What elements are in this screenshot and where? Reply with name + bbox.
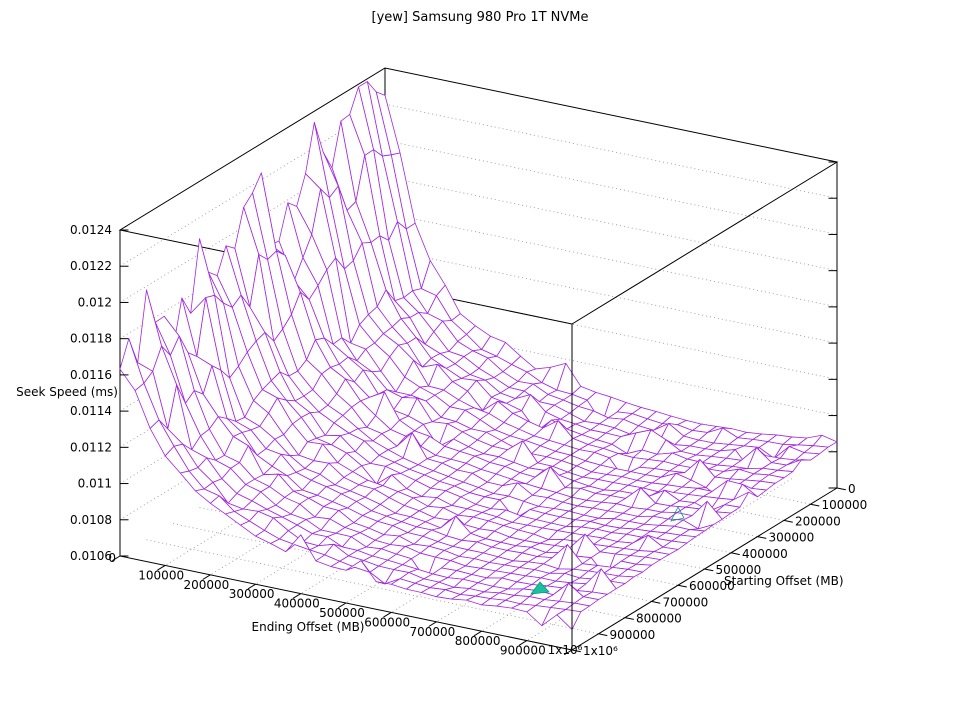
y-tick-label: 600000 <box>689 579 735 593</box>
y-tick-mark <box>836 487 846 491</box>
x-tick-mark <box>338 602 347 609</box>
x-axis-title: Ending Offset (MB) <box>251 620 365 634</box>
y-tick-mark <box>624 617 634 620</box>
z-tick-label: 0.011 <box>78 477 112 491</box>
x-tick-label: 500000 <box>319 606 365 620</box>
y-tick-mark <box>730 552 740 556</box>
z-tick-label: 0.0118 <box>70 332 112 346</box>
x-tick-mark <box>202 574 211 580</box>
x-tick-mark <box>292 593 302 599</box>
x-tick-mark <box>428 621 437 627</box>
y-tick-label: 800000 <box>636 612 682 626</box>
x-tick-mark <box>383 611 392 618</box>
y-tick-label: 0 <box>848 482 856 496</box>
surface-underside-patch <box>670 506 685 522</box>
x-tick-mark <box>157 564 166 571</box>
z-tick-label: 0.0122 <box>70 259 112 273</box>
z-tick-label: 0.0114 <box>70 404 112 418</box>
x-tick-label: 800000 <box>455 634 501 648</box>
y-tick-mark <box>571 649 581 653</box>
wall-grid-line <box>384 248 838 344</box>
z-tick-label: 0.0116 <box>70 368 112 382</box>
surface-underside-patch <box>530 581 550 595</box>
y-tick-label: 500000 <box>716 563 762 577</box>
x-tick-label: 100000 <box>138 568 184 582</box>
y-tick-mark <box>598 633 608 637</box>
x-tick-label: 600000 <box>364 615 410 629</box>
y-tick-label: 400000 <box>742 547 788 561</box>
x-tick-label: 0 <box>108 551 116 565</box>
x-tick-label: 300000 <box>229 587 275 601</box>
x-tick-mark <box>247 583 256 590</box>
y-axis-title: Starting Offset (MB) <box>724 574 844 588</box>
x-tick-mark <box>564 649 573 656</box>
z-tick-label: 0.0106 <box>70 549 112 563</box>
y-tick-label: 200000 <box>795 514 841 528</box>
x-tick-mark <box>518 640 528 646</box>
y-tick-mark <box>810 503 820 507</box>
y-tick-label: 1x10⁶ <box>583 644 618 658</box>
y-tick-mark <box>677 584 687 588</box>
chart-title: [yew] Samsung 980 Pro 1T NVMe <box>371 10 589 25</box>
x-tick-label: 200000 <box>183 578 229 592</box>
z-axis-title: Seek Speed (ms) <box>16 385 118 399</box>
y-tick-mark <box>704 568 714 572</box>
y-tick-label: 100000 <box>822 498 868 512</box>
y-tick-mark <box>651 600 661 604</box>
y-tick-mark <box>757 536 767 539</box>
floor-grid-line <box>146 539 599 635</box>
x-tick-label: 700000 <box>409 625 455 639</box>
z-tick-label: 0.0124 <box>70 223 112 237</box>
wall-grid-line <box>384 103 838 199</box>
x-tick-label: 400000 <box>274 597 320 611</box>
wall-grid-line <box>384 140 838 235</box>
z-tick-label: 0.012 <box>78 295 112 309</box>
y-tick-label: 300000 <box>769 531 815 545</box>
x-tick-mark <box>112 555 121 562</box>
x-tick-mark <box>473 630 482 637</box>
y-tick-label: 900000 <box>610 628 656 642</box>
wall-grid-line <box>384 176 838 272</box>
z-tick-label: 0.0112 <box>70 440 112 454</box>
x-tick-label: 1x10⁶ <box>548 643 583 657</box>
y-tick-mark <box>783 519 793 523</box>
y-tick-label: 700000 <box>663 595 709 609</box>
mesh-cell <box>556 609 582 630</box>
wall-grid-line <box>384 212 838 308</box>
x-tick-label: 900000 <box>500 644 546 658</box>
z-tick-label: 0.0108 <box>70 513 112 527</box>
